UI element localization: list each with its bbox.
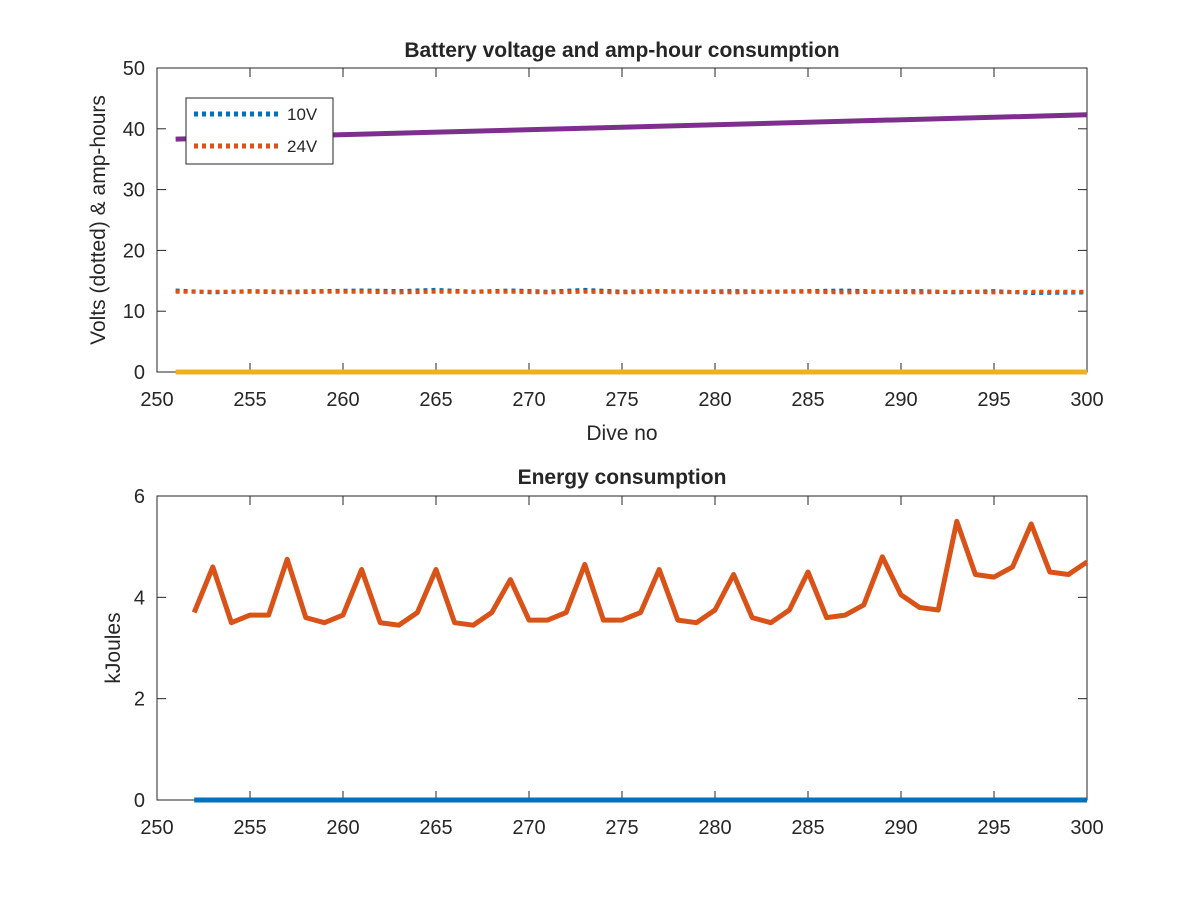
energy-x-tick-label: 275 (605, 817, 638, 839)
voltage-y-tick-label: 20 (123, 240, 145, 262)
legend-box (185, 97, 334, 165)
voltage-axes: 250 255 260 265 270 275 280 285 290 295 300 0 10 20 3… (87, 39, 1104, 445)
energy-x-tick-label: 270 (512, 817, 545, 839)
legend-label-24v: 24V (287, 137, 318, 156)
energy-y-tick-label: 6 (134, 486, 145, 508)
energy-y-tick-label: 2 (134, 689, 145, 711)
energy-y-axis-label: kJoules (102, 612, 125, 683)
voltage-y-tick-label: 30 (123, 180, 145, 202)
energy-x-tick-label: 255 (233, 817, 266, 839)
energy-y-tick-label: 4 (134, 587, 145, 609)
energy-x-tick-label: 265 (419, 817, 452, 839)
voltage-x-tick-label: 270 (512, 389, 545, 411)
voltage-y-tick-label: 40 (123, 119, 145, 141)
energy-x-tick-label: 250 (140, 817, 173, 839)
voltage-x-tick-label: 260 (326, 389, 359, 411)
energy-x-tick-label: 295 (977, 817, 1010, 839)
voltage-chart-title: Battery voltage and amp-hour consumption (404, 39, 839, 62)
voltage-y-tick-label: 0 (134, 362, 145, 384)
voltage-x-tick-label: 285 (791, 389, 824, 411)
voltage-y-tick-label: 50 (123, 58, 145, 80)
voltage-series-line-24v (175, 289, 1087, 295)
voltage-x-tick-label: 295 (977, 389, 1010, 411)
voltage-y-tick-label: 10 (123, 301, 145, 323)
energy-series-line-1 (191, 518, 1089, 628)
voltage-x-tick-label: 280 (698, 389, 731, 411)
voltage-x-tick-label: 255 (233, 389, 266, 411)
legend-label-10v: 10V (287, 105, 318, 124)
voltage-x-tick-label: 290 (884, 389, 917, 411)
energy-x-tick-label: 280 (698, 817, 731, 839)
voltage-x-tick-label: 250 (140, 389, 173, 411)
voltage-x-tick-label: 265 (419, 389, 452, 411)
energy-x-tick-label: 300 (1070, 817, 1103, 839)
energy-x-tick-label: 285 (791, 817, 824, 839)
energy-x-tick-label: 290 (884, 817, 917, 839)
energy-x-tick-label: 260 (326, 817, 359, 839)
energy-chart-title: Energy consumption (518, 466, 727, 489)
energy-y-tick-label: 0 (134, 790, 145, 812)
energy-plot-area (156, 495, 1088, 801)
energy-axes: 250 255 260 265 270 275 280 285 290 295 300 0 2 4 6 E… (102, 466, 1104, 839)
voltage-x-tick-label: 275 (605, 389, 638, 411)
voltage-x-tick-label: 300 (1070, 389, 1103, 411)
voltage-y-axis-label: Volts (dotted) & amp-hours (87, 95, 110, 345)
voltage-x-axis-label: Dive no (586, 422, 657, 445)
legend: 10V 24V (185, 97, 334, 165)
